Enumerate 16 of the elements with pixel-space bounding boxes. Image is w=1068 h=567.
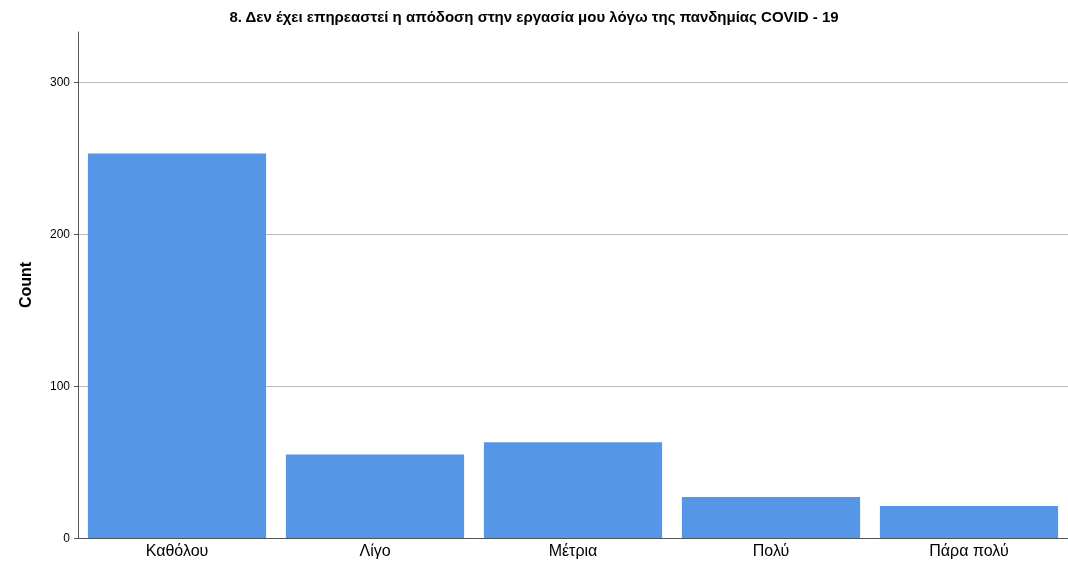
x-tick-label: Λίγο [359, 541, 391, 559]
x-tick-label: Πάρα πολύ [929, 541, 1009, 559]
x-tick-label: Πολύ [752, 541, 790, 559]
y-tick-label: 200 [49, 227, 71, 242]
chart-title: 8. Δεν έχει επηρεαστεί η απόδοση στην εργασία μου λόγω της πανδημίας COVID - 19 [229, 8, 839, 25]
x-tick-label: Μέτρια [548, 541, 598, 559]
bar [879, 506, 1059, 538]
bar [285, 454, 465, 538]
y-tick-label: 0 [63, 531, 71, 545]
x-tick-label: Καθόλου [145, 541, 209, 559]
y-tick-label: 300 [49, 75, 71, 90]
bar [483, 442, 663, 538]
bar [87, 153, 267, 538]
y-axis-title: Count [16, 261, 34, 309]
bar [681, 496, 861, 538]
y-tick-label: 100 [49, 379, 71, 394]
